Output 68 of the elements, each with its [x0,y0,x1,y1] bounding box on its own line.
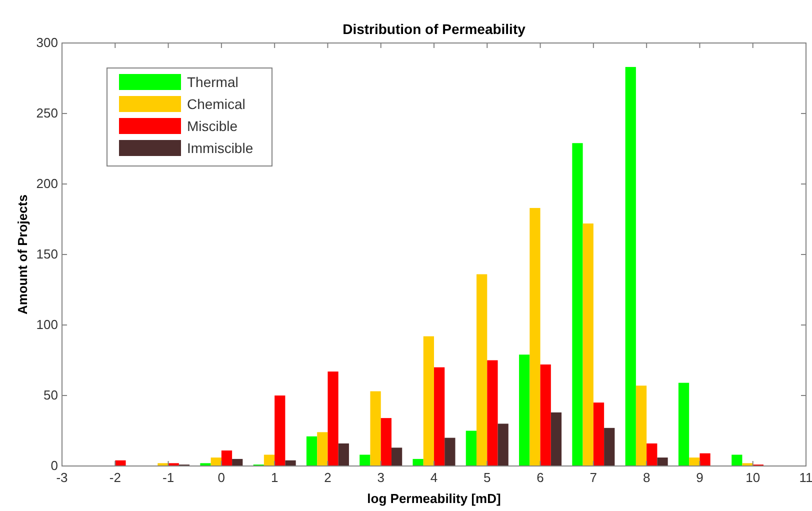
bar [604,428,615,466]
bar [338,443,349,466]
x-axis-title: log Permeability [mD] [367,491,501,506]
bar [391,448,402,466]
bar [412,458,424,466]
bar [285,460,296,466]
bar [210,458,222,466]
bar [636,386,647,466]
legend-label: Chemical [187,96,246,112]
bar [370,391,381,466]
x-tick-label: 1 [270,470,278,485]
x-tick-label: -1 [162,470,174,485]
x-tick-label: 10 [746,470,760,485]
x-tick-label: 0 [218,470,226,485]
bar [423,336,434,466]
x-tick-label: 2 [324,470,332,485]
bar [380,418,392,466]
x-tick-label: 11 [799,470,812,485]
bar [487,360,498,466]
x-tick-label: 9 [696,470,704,485]
x-tick-label: 4 [430,470,438,485]
chart-title: Distribution of Permeability [342,21,526,37]
y-tick-label: 50 [44,388,58,402]
bar [572,143,583,466]
bar [498,424,508,466]
bar [530,208,540,466]
bar [476,274,488,466]
bar [519,354,530,466]
bar [306,436,318,466]
bar [264,454,275,466]
bar [434,367,445,466]
y-tick-label: 300 [36,35,58,50]
bar [317,432,328,466]
bar [732,454,742,466]
bar [274,396,286,466]
bar [360,454,370,466]
bar [678,382,690,466]
bar [444,438,456,466]
bar [582,223,594,466]
bar [689,458,700,466]
bar [657,458,668,466]
bar [328,372,338,466]
x-tick-label: 6 [536,470,544,485]
y-tick-label: 100 [36,317,58,332]
bar [466,430,477,466]
bar [646,443,658,466]
x-tick-label: 8 [642,470,650,485]
y-tick-label: 200 [36,176,58,191]
bar [200,463,211,466]
bar [700,453,710,466]
bar [593,402,604,466]
bar [625,66,636,466]
y-tick-label: 0 [50,458,58,473]
legend-label: Immiscible [187,140,254,156]
x-tick-label: 5 [484,470,491,485]
x-tick-label: -3 [56,470,68,485]
bar [221,450,232,466]
legend-label: Miscible [187,118,238,134]
x-tick-label: 7 [590,470,598,485]
x-tick-label: -2 [109,470,121,485]
bar [232,458,243,466]
bar [540,364,551,466]
y-axis-title: Amount of Projects [15,194,30,314]
legend-label: Thermal [187,74,238,90]
y-tick-label: 150 [36,246,58,262]
x-tick-label: 3 [377,470,384,485]
bar [550,412,562,466]
y-tick-label: 250 [36,106,58,120]
